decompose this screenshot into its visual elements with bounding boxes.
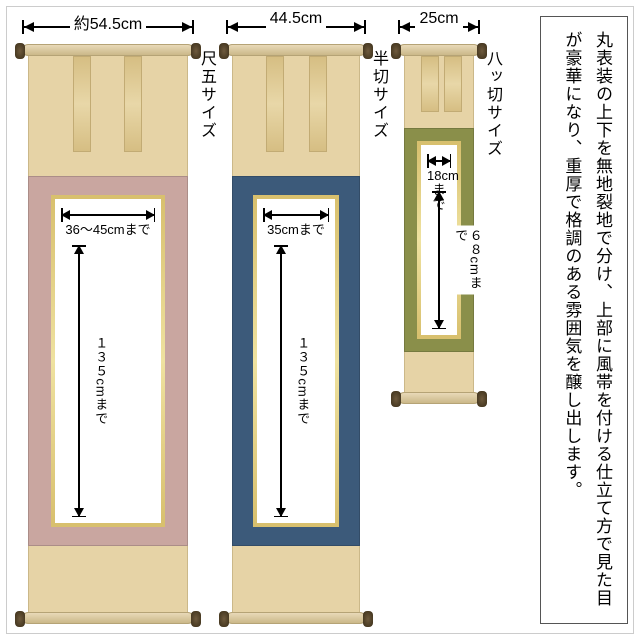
scroll-hassetsu: 18cmまで６８cmまで: [398, 44, 480, 404]
diagram-stage: 約54.5cm尺五サイズ36～45cmまで１３５cmまで 44.5cm半切サイズ3…: [16, 14, 516, 624]
scroll-shakugo: 36～45cmまで１３５cmまで: [22, 44, 194, 624]
width-dimension-shakugo: 約54.5cm: [22, 14, 194, 40]
size-label-hansetsu: 半切サイズ: [370, 50, 386, 140]
description-box: 丸表装の上下を無地裂地で分け、上部に風帯を付ける仕立て方で見た目が豪華になり、重…: [540, 16, 628, 624]
size-label-hassetsu: 八ッ切サイズ: [484, 50, 500, 158]
size-label-shakugo: 尺五サイズ: [198, 50, 214, 140]
width-dimension-hassetsu: 25cm: [398, 14, 480, 40]
scroll-hansetsu: 35cmまで１３５cmまで: [226, 44, 366, 624]
width-dimension-hansetsu: 44.5cm: [226, 14, 366, 40]
